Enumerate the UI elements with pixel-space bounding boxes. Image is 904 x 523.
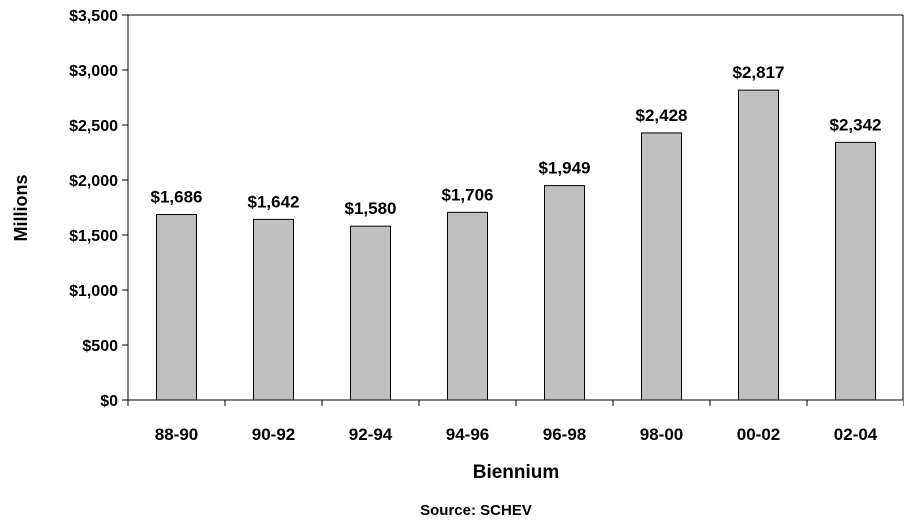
data-label: $1,580 [345,199,397,218]
data-label: $1,949 [539,159,591,178]
data-label: $2,817 [733,63,785,82]
x-tick-label: 00-02 [737,425,780,444]
x-tick-label: 94-96 [446,425,489,444]
y-axis-title: Millions [11,175,31,242]
data-label: $2,342 [830,115,882,134]
bar [350,225,391,401]
data-labels: $1,686 $1,642 $1,580 $1,706 $1,949 $2,428 $2,8… [151,63,882,218]
bar [156,214,197,401]
data-label: $2,428 [636,106,688,125]
x-tick-label: 92-94 [349,425,393,444]
y-axis: $0 $500 $1,000 $1,500 $2,000 $2,500 $3,000 $3,5… [69,8,904,410]
data-label: $1,642 [248,192,300,211]
data-label: $1,706 [442,185,494,204]
bar [253,218,294,401]
x-tick-label: 96-98 [543,425,586,444]
y-tick-label: $500 [82,338,118,355]
y-tick-label: $1,000 [69,283,118,300]
y-tick-label: $0 [100,393,118,410]
x-tick-label: 98-00 [640,425,683,444]
bar [738,89,779,401]
y-tick-label: $2,000 [69,173,118,190]
bar [641,132,682,401]
bar [544,185,585,401]
x-axis-title: Biennium [473,462,560,483]
x-tick-label: 88-90 [155,425,198,444]
x-tick-label: 02-04 [834,425,878,444]
x-axis: 88-90 90-92 92-94 94-96 96-98 98-00 00-02 02-04 [127,399,904,444]
y-tick-label: $3,500 [69,8,118,25]
y-tick-label: $1,500 [69,228,118,245]
bars [156,89,876,401]
bar [447,211,488,401]
bar [835,141,876,401]
data-label: $1,686 [151,188,203,207]
source-note: Source: SCHEV [420,502,532,519]
y-tick-label: $3,000 [69,63,118,80]
x-tick-label: 90-92 [252,425,295,444]
y-tick-label: $2,500 [69,118,118,135]
